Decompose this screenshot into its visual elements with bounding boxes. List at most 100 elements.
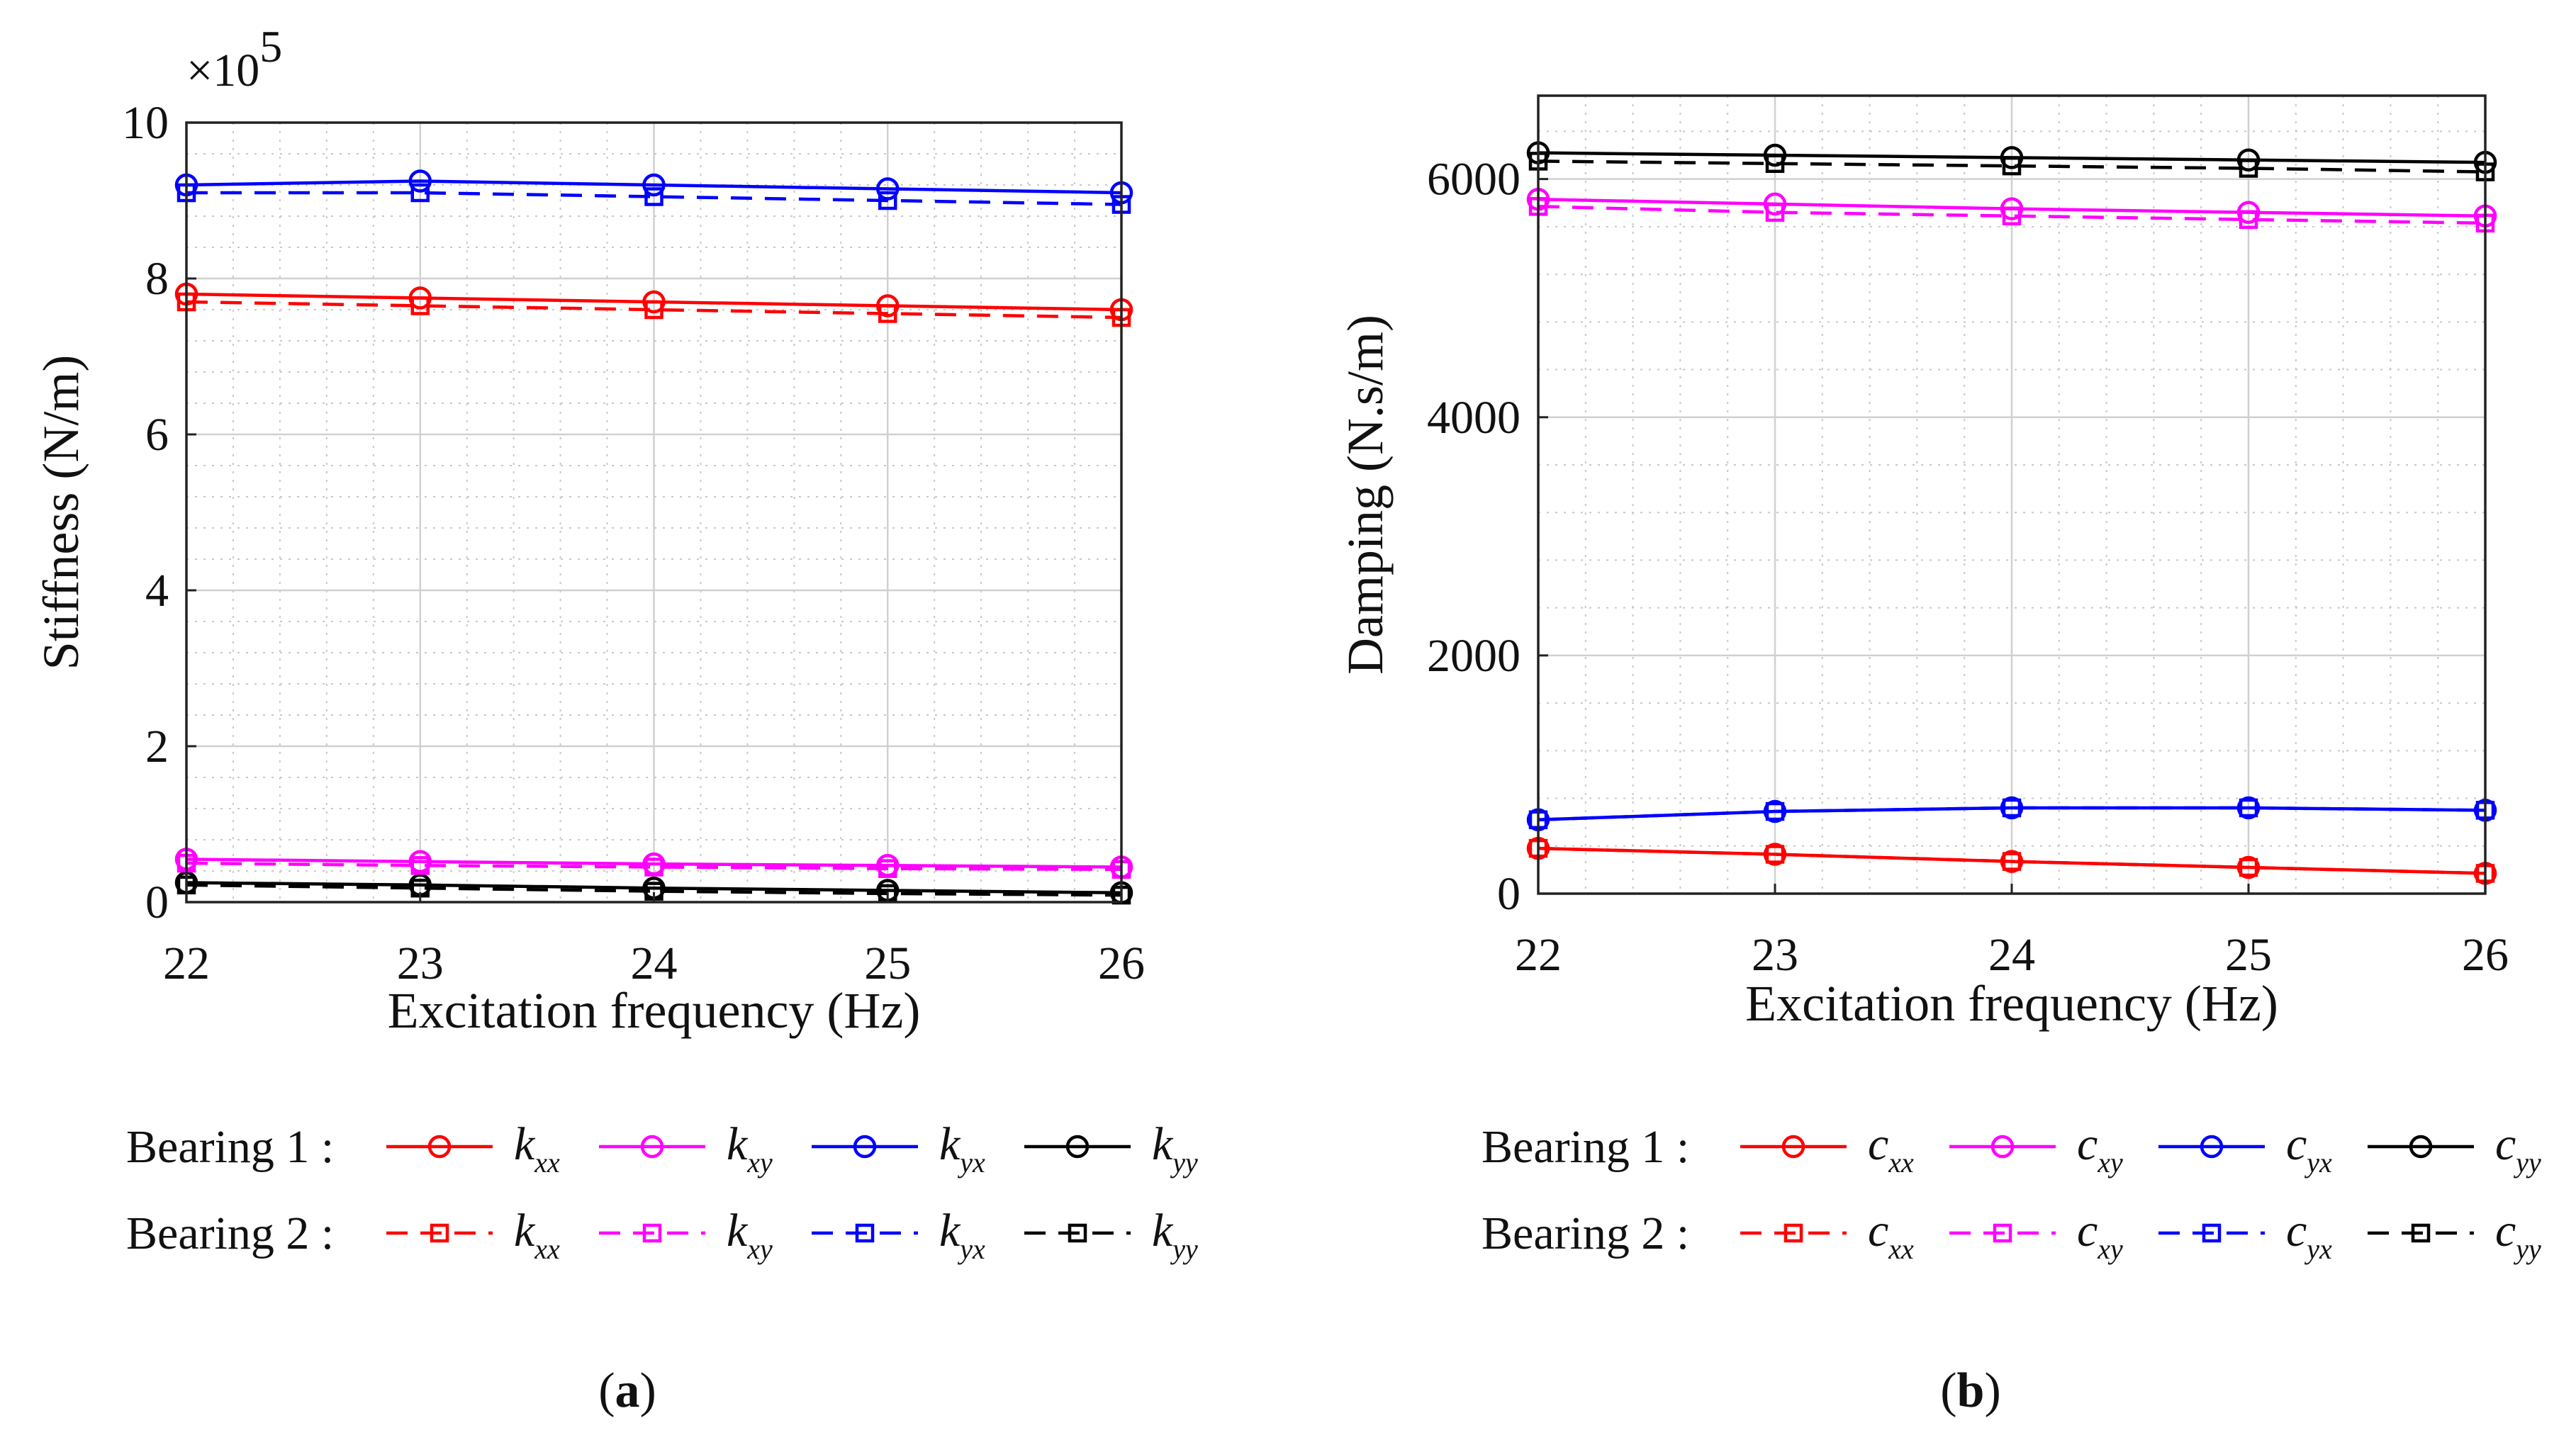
legend-entry-label: kyx (939, 1118, 985, 1179)
legend-marker (1781, 1135, 1805, 1159)
legend-marker (642, 1223, 662, 1243)
legend-entry-label: kxx (514, 1205, 560, 1265)
data-point (878, 304, 897, 323)
data-point (2239, 857, 2258, 877)
y-axis-label: Stiffness (N/m) (33, 355, 89, 670)
legend-row-label: Bearing 1 : (126, 1121, 334, 1173)
x-tick-label: 24 (631, 938, 678, 989)
legend-entry-label: kyy (1152, 1118, 1198, 1179)
x-tick-label: 25 (2225, 929, 2272, 981)
legend-marker (855, 1223, 875, 1243)
data-point (2000, 197, 2024, 220)
legend-marker (2200, 1135, 2224, 1159)
legend-entry-label: cyx (2286, 1205, 2332, 1265)
legend-entry-label: kxy (727, 1118, 773, 1179)
y-tick-label: 2 (145, 721, 169, 772)
x-axis-label: Excitation frequency (Hz) (1745, 975, 2278, 1032)
series-line (186, 857, 1122, 869)
series-line (1538, 806, 2486, 822)
x-axis-label: Excitation frequency (Hz) (388, 982, 921, 1039)
series-line (1538, 205, 2486, 225)
x-tick-label: 23 (1752, 929, 1798, 981)
legend-marker (427, 1135, 452, 1159)
data-point (644, 187, 663, 206)
y-tick-label: 0 (1497, 868, 1521, 920)
data-point (1765, 203, 1785, 222)
data-point (1763, 143, 1787, 167)
x-tick-label: 22 (1515, 929, 1562, 981)
data-point (2002, 206, 2022, 225)
x-tick-label: 22 (163, 938, 210, 989)
data-point (408, 169, 432, 193)
y-tick-label: 4000 (1427, 392, 1521, 444)
y-tick-label: 8 (145, 253, 169, 305)
legend-entry-label: kxy (727, 1205, 773, 1265)
data-point (876, 294, 900, 317)
data-point (1763, 192, 1787, 216)
data-point (2002, 156, 2022, 176)
legend-b: Bearing 1 : cxx cxy cyx cyy Bearing 2 : cxx cxy… (1482, 1118, 2541, 1265)
x-tick-label: 25 (864, 938, 911, 989)
data-point (2239, 798, 2258, 818)
data-point (2239, 210, 2258, 230)
data-point (2236, 201, 2261, 224)
legend-marker (1993, 1223, 2012, 1243)
x-tick-label: 23 (397, 938, 444, 989)
legend-entry-label: cyx (2286, 1118, 2332, 1179)
legend-row-label: Bearing 1 : (1482, 1121, 1689, 1173)
y-tick-label: 4 (145, 565, 169, 617)
series-line (1538, 846, 2486, 875)
series-line (186, 861, 1122, 872)
y-tick-label: 2000 (1427, 630, 1521, 682)
legend-entry-label: cxy (2077, 1205, 2123, 1265)
data-point (2002, 852, 2022, 871)
legend-marker (1068, 1223, 1087, 1243)
legend-entry-label: kyx (939, 1205, 985, 1265)
legend-marker (2411, 1223, 2431, 1243)
data-point (1765, 154, 1785, 174)
caption-a: (a) (598, 1363, 656, 1418)
data-point (644, 300, 663, 320)
legend-marker (853, 1135, 877, 1159)
data-point (2000, 146, 2024, 169)
data-point (642, 173, 666, 197)
series-a-1 (174, 848, 1133, 879)
legend-entry-label: cyy (2495, 1118, 2541, 1179)
legend-row-label: Bearing 2 : (126, 1208, 334, 1259)
y-tick-label: 6000 (1427, 154, 1521, 206)
legend-marker (2409, 1135, 2433, 1159)
data-point (1765, 801, 1785, 821)
y-tick-label: 10 (122, 97, 169, 149)
data-point (410, 296, 430, 315)
y-exponent-label: ×105 (186, 21, 282, 96)
legend-marker (1990, 1135, 2015, 1159)
data-point (876, 177, 900, 201)
legend-entry-label: cxx (1868, 1118, 1914, 1179)
series-line (1538, 159, 2486, 174)
series-line (186, 300, 1122, 320)
legend-marker (430, 1223, 449, 1243)
data-point (644, 857, 663, 877)
series-a-6 (177, 183, 1131, 214)
y-axis-label: Damping (N.s/m) (1337, 315, 1394, 675)
data-point (408, 286, 432, 310)
legend-marker (2202, 1223, 2222, 1243)
data-point (2236, 148, 2261, 172)
legend-row-label: Bearing 2 : (1482, 1208, 1689, 1259)
data-point (642, 290, 666, 314)
legend-a: Bearing 1 : kxx kxy kyx kyy Bearing 2 : kxx kxy… (126, 1118, 1198, 1265)
data-point (2239, 159, 2258, 178)
legend-entry-label: kyy (1152, 1205, 1198, 1265)
series-line (186, 881, 1122, 895)
data-point (878, 859, 897, 878)
series-line (186, 883, 1122, 897)
legend-entry-label: cxx (1868, 1205, 1914, 1265)
series-line (186, 179, 1122, 195)
data-point (2002, 798, 2022, 818)
data-point (1765, 845, 1785, 864)
chart-b: 22 23 24 25 26 0 2000 4000 6000 Excitation freque… (1337, 94, 2541, 1265)
series-line (186, 191, 1122, 206)
data-point (878, 191, 897, 210)
x-tick-label: 26 (2462, 929, 2509, 981)
